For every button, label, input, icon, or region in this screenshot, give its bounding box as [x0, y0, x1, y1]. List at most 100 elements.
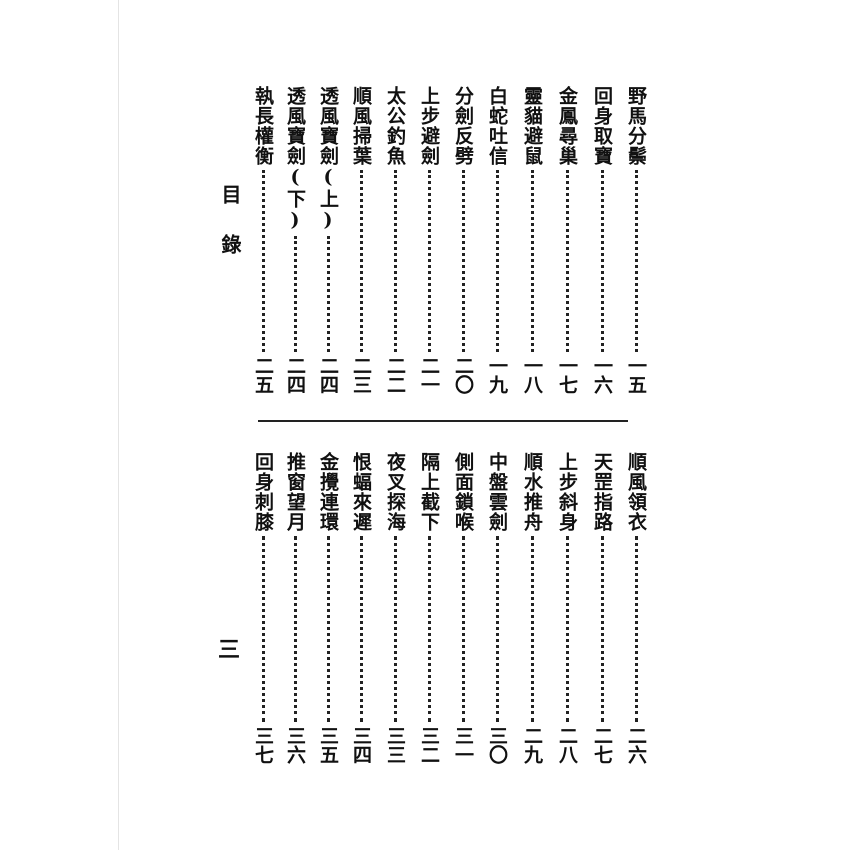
dot-leader: [634, 170, 638, 352]
dot-leader: [461, 170, 465, 352]
entry-page: 二六: [625, 726, 647, 764]
dot-leader: [393, 170, 397, 352]
dot-leader: [326, 536, 330, 722]
toc-entry: 回身刺膝 三七: [251, 452, 275, 764]
entry-page: 二五: [252, 356, 274, 394]
toc-entry: 隔上截下 三二: [417, 452, 441, 764]
entry-page: 三三: [384, 726, 406, 764]
toc-entry: 上步斜身 二八: [555, 452, 579, 764]
toc-entry: 推窗望月 三六: [283, 452, 307, 764]
entry-page: 三五: [317, 726, 339, 764]
dot-leader: [359, 170, 363, 352]
page-number: 三: [218, 637, 241, 663]
dot-leader: [261, 170, 265, 352]
entry-page: 二〇: [452, 356, 474, 394]
entry-page: 一九: [486, 356, 508, 394]
entry-title: 隔上截下: [418, 452, 440, 532]
entry-page: 一七: [556, 356, 578, 394]
entry-page: 一五: [625, 356, 647, 394]
entry-page: 三一: [452, 726, 474, 764]
entry-title: 順風領衣: [625, 452, 647, 532]
entry-page: 二四: [284, 356, 306, 394]
entry-title: 側面鎖喉: [452, 452, 474, 532]
entry-title: 執長權衡: [252, 86, 274, 166]
toc-entry: 中盤雲劍 三〇: [485, 452, 509, 764]
dot-leader: [600, 170, 604, 352]
entry-title: 透風寶劍(下): [284, 86, 306, 232]
dot-leader: [427, 170, 431, 352]
toc-entry: 透風寶劍(下) 二四: [283, 86, 307, 394]
entry-title: 金攪連環: [317, 452, 339, 532]
toc-entry: 恨蝠來遲 三四: [349, 452, 373, 764]
entry-title: 太公釣魚: [384, 86, 406, 166]
dot-leader: [565, 170, 569, 352]
dot-leader: [600, 536, 604, 722]
entry-title: 回身取寶: [591, 86, 613, 166]
entry-title: 透風寶劍(上): [317, 86, 339, 232]
toc-entry: 順水推舟 二九: [520, 452, 544, 764]
dot-leader: [495, 536, 499, 722]
entry-page: 三六: [284, 726, 306, 764]
toc-heading: 目錄: [218, 184, 242, 284]
entry-page: 二七: [591, 726, 613, 764]
toc-entry: 夜叉探海 三三: [383, 452, 407, 764]
entry-title: 白蛇吐信: [486, 86, 508, 166]
dot-leader: [393, 536, 397, 722]
entry-title: 金鳳尋巢: [556, 86, 578, 166]
entry-title: 順風掃葉: [350, 86, 372, 166]
toc-entry: 執長權衡 二五: [251, 86, 275, 394]
entry-page: 三七: [252, 726, 274, 764]
dot-leader: [427, 536, 431, 722]
entry-title: 上步避劍: [418, 86, 440, 166]
dot-leader: [359, 536, 363, 722]
toc-entry: 靈貓避鼠 一八: [520, 86, 544, 394]
dot-leader: [461, 536, 465, 722]
page-edge: [118, 0, 119, 850]
toc-entry: 金攪連環 三五: [316, 452, 340, 764]
entry-title: 恨蝠來遲: [350, 452, 372, 532]
toc-entry: 上步避劍 二一: [417, 86, 441, 394]
section-divider: [258, 420, 628, 422]
toc-entry: 順風掃葉 二三: [349, 86, 373, 394]
entry-page: 三〇: [486, 726, 508, 764]
dot-leader: [495, 170, 499, 352]
entry-page: 二一: [418, 356, 440, 394]
entry-page: 二八: [556, 726, 578, 764]
toc-entry: 金鳳尋巢 一七: [555, 86, 579, 394]
dot-leader: [326, 236, 330, 352]
entry-title: 中盤雲劍: [486, 452, 508, 532]
dot-leader: [565, 536, 569, 722]
entry-title: 天罡指路: [591, 452, 613, 532]
dot-leader: [530, 170, 534, 352]
entry-title: 靈貓避鼠: [521, 86, 543, 166]
dot-leader: [293, 236, 297, 352]
entry-title: 順水推舟: [521, 452, 543, 532]
toc-entry: 白蛇吐信 一九: [485, 86, 509, 394]
toc-entry: 回身取寶 一六: [590, 86, 614, 394]
entry-page: 二九: [521, 726, 543, 764]
toc-entry: 透風寶劍(上) 二四: [316, 86, 340, 394]
toc-entry: 分劍反劈 二〇: [451, 86, 475, 394]
entry-title: 上步斜身: [556, 452, 578, 532]
entry-title: 回身刺膝: [252, 452, 274, 532]
entry-page: 二二: [384, 356, 406, 394]
entry-page: 三二: [418, 726, 440, 764]
dot-leader: [530, 536, 534, 722]
toc-entry: 野馬分鬃 一五: [624, 86, 648, 394]
entry-page: 二三: [350, 356, 372, 394]
toc-entry: 太公釣魚 二二: [383, 86, 407, 394]
entry-title: 分劍反劈: [452, 86, 474, 166]
dot-leader: [293, 536, 297, 722]
toc-entry: 順風領衣 二六: [624, 452, 648, 764]
entry-page: 三四: [350, 726, 372, 764]
dot-leader: [261, 536, 265, 722]
toc-entry: 側面鎖喉 三一: [451, 452, 475, 764]
entry-page: 一六: [591, 356, 613, 394]
dot-leader: [634, 536, 638, 722]
entry-title: 野馬分鬃: [625, 86, 647, 166]
toc-entry: 天罡指路 二七: [590, 452, 614, 764]
entry-title: 夜叉探海: [384, 452, 406, 532]
entry-page: 一八: [521, 356, 543, 394]
entry-page: 二四: [317, 356, 339, 394]
entry-title: 推窗望月: [284, 452, 306, 532]
